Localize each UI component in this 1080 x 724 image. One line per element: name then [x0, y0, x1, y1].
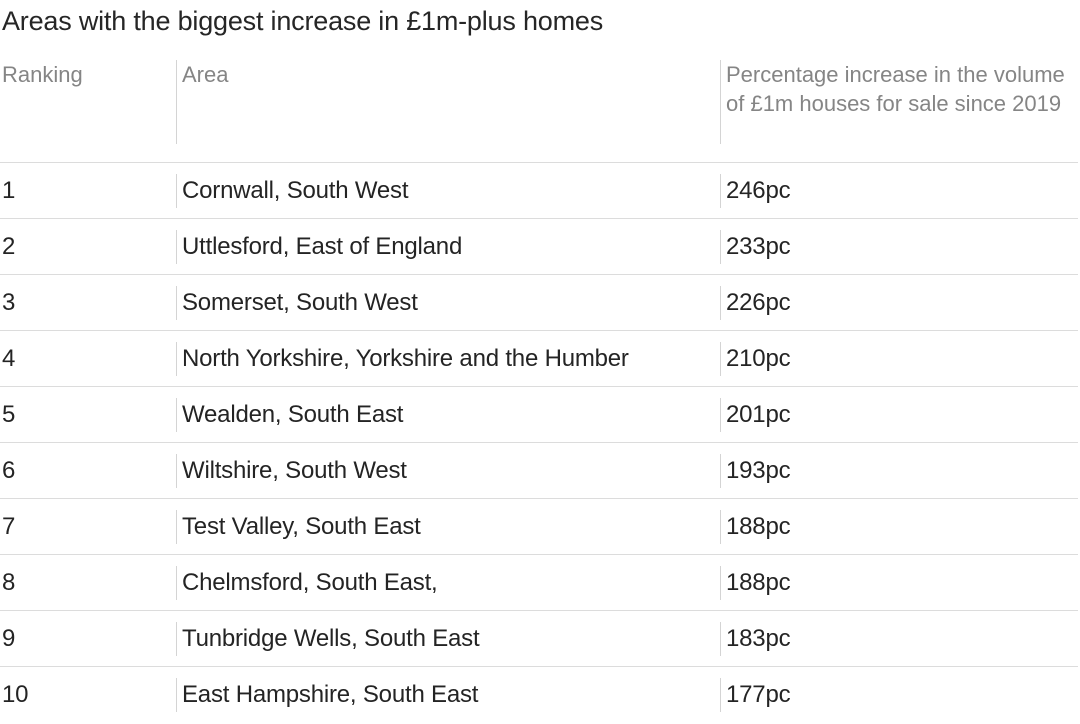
percentage-cell: 193pc [720, 442, 1078, 499]
table-row: 1 Cornwall, South West 246pc [0, 162, 1078, 219]
area-cell: Uttlesford, East of England [176, 218, 721, 275]
column-header-ranking: Ranking [0, 56, 177, 163]
rank-cell: 7 [0, 498, 177, 555]
column-header-area: Area [176, 56, 721, 163]
rank-cell: 10 [2, 680, 29, 708]
ranking-table: Ranking Area Percentage increase in the … [0, 56, 1078, 722]
rank-cell: 4 [0, 330, 177, 387]
area-cell: Tunbridge Wells, South East [176, 610, 721, 667]
area-cell: Somerset, South West [176, 274, 721, 331]
table-row: 6 Wiltshire, South West 193pc [0, 442, 1078, 499]
percentage-cell: 188pc [720, 498, 1078, 555]
table-row: 5 Wealden, South East 201pc [0, 386, 1078, 443]
table-title: Areas with the biggest increase in £1m-p… [2, 6, 604, 36]
table-row: 7 Test Valley, South East 188pc [0, 498, 1078, 555]
table-row: 3 Somerset, South West 226pc [0, 274, 1078, 331]
area-cell: Wealden, South East [176, 386, 721, 443]
rank-cell: 9 [0, 610, 177, 667]
area-cell: Cornwall, South West [176, 162, 721, 219]
rank-cell: 2 [0, 218, 177, 275]
percentage-cell: 226pc [720, 274, 1078, 331]
rank-cell: 8 [0, 554, 177, 611]
table-row: 4 North Yorkshire, Yorkshire and the Hum… [0, 330, 1078, 387]
rank-cell: 6 [0, 442, 177, 499]
area-cell: Wiltshire, South West [176, 442, 721, 499]
percentage-cell: 201pc [720, 386, 1078, 443]
area-cell: East Hampshire, South East [176, 667, 721, 723]
rank-cell: 5 [0, 386, 177, 443]
area-cell: Chelmsford, South East, [176, 554, 721, 611]
percentage-cell: 246pc [720, 162, 1078, 219]
percentage-cell: 177pc [720, 667, 1078, 723]
percentage-cell: 233pc [720, 218, 1078, 275]
rank-cell: 1 [0, 162, 177, 219]
percentage-cell: 183pc [720, 610, 1078, 667]
table-row: 2 Uttlesford, East of England 233pc [0, 218, 1078, 275]
table-row: 10 East Hampshire, South East 177pc [0, 667, 1078, 723]
rank-cell: 3 [0, 274, 177, 331]
percentage-cell: 188pc [720, 554, 1078, 611]
percentage-cell: 210pc [720, 330, 1078, 387]
column-header-percentage: Percentage increase in the volume of £1m… [720, 56, 1078, 163]
table-row: 8 Chelmsford, South East, 188pc [0, 554, 1078, 611]
area-cell: Test Valley, South East [176, 498, 721, 555]
area-cell: North Yorkshire, Yorkshire and the Humbe… [176, 330, 721, 387]
header-row: Ranking Area Percentage increase in the … [0, 56, 1078, 163]
table-row: 9 Tunbridge Wells, South East 183pc [0, 610, 1078, 667]
